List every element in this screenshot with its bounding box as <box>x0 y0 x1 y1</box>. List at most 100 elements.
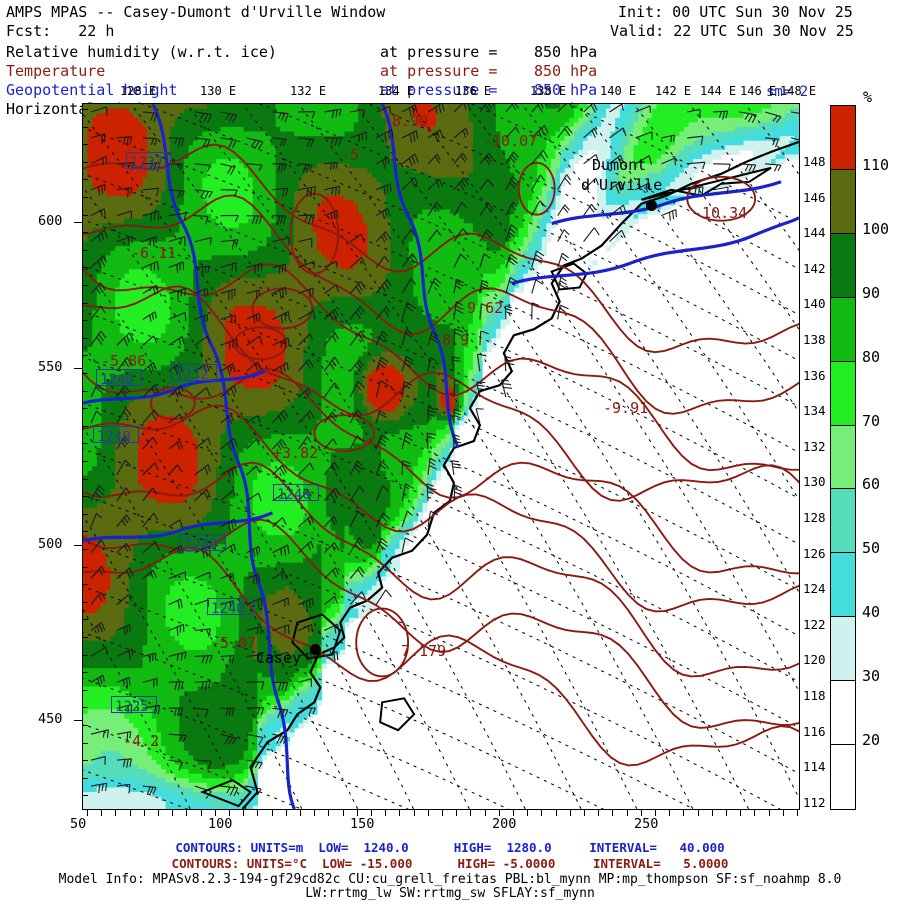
lat-minor-tick <box>82 303 88 304</box>
x-minor-tick <box>101 810 102 816</box>
x-minor-tick <box>371 810 372 816</box>
field-name-rh: Relative humidity (w.r.t. ice) <box>6 45 277 60</box>
colorbar-units: % <box>863 90 872 105</box>
footer-model-info: Model Info: MPASv8.2.3-194-gf29cd82c CU:… <box>0 872 900 887</box>
colorbar-segment-90 <box>831 298 855 362</box>
x-minor-tick <box>669 810 670 816</box>
x-minor-tick <box>328 810 329 816</box>
field-level-temp: 850 hPa <box>534 64 597 79</box>
lat-minor-tick <box>82 584 88 585</box>
x-minor-tick <box>286 810 287 816</box>
temp-label-10: -5.07 <box>211 634 256 652</box>
station-marker-casey[interactable] <box>310 644 321 655</box>
lat-minor-tick <box>82 549 88 550</box>
field-name-temp: Temperature <box>6 64 105 79</box>
lat-minor-tick <box>82 672 88 673</box>
x-tick-label-150: 150 <box>350 818 374 832</box>
field-at-temp: at pressure = <box>380 64 497 79</box>
lon-top-tick-4: 136 E <box>455 85 491 97</box>
x-minor-tick <box>130 810 131 816</box>
field-level-rh: 850 hPa <box>534 45 597 60</box>
map-plot-area[interactable]: Dumont d'Urville Casey 1237 1240 1232 12… <box>82 103 800 810</box>
x-minor-tick <box>414 810 415 816</box>
station-label-dumont2: d'Urville <box>581 176 662 194</box>
lat-minor-tick <box>82 514 88 515</box>
temp-label-9: -9.91 <box>603 399 648 417</box>
x-minor-tick <box>485 810 486 816</box>
colorbar-label-80: 80 <box>862 350 880 365</box>
x-minor-tick <box>712 810 713 816</box>
lat-minor-tick <box>82 461 88 462</box>
temp-label-12: 7.179 <box>401 642 446 660</box>
lat-minor-tick <box>82 760 88 761</box>
lon-top-tick-5: 138 E <box>530 85 566 97</box>
lat-minor-tick <box>82 285 88 286</box>
init-time: Init: 00 UTC Sun 30 Nov 25 <box>618 5 853 20</box>
lat-minor-tick <box>82 778 88 779</box>
x-minor-tick <box>257 810 258 816</box>
lat-minor-tick <box>82 338 88 339</box>
map-canvas <box>83 104 799 809</box>
lat-minor-tick <box>82 162 88 163</box>
x-minor-tick <box>584 810 585 816</box>
lat-minor-tick <box>82 215 88 216</box>
lon-top-tick-3: 134 E <box>378 85 414 97</box>
height-label-1240b: 1240 <box>97 429 131 445</box>
colorbar-segment-60 <box>831 489 855 553</box>
lat-minor-tick <box>82 567 88 568</box>
colorbar-label-100: 100 <box>862 222 889 237</box>
lon-top-tick-6: 140 E <box>600 85 636 97</box>
lon-top-tick-10: 148 E <box>780 85 816 97</box>
lat-minor-tick <box>82 443 88 444</box>
lat-minor-tick <box>82 637 88 638</box>
x-minor-tick <box>456 810 457 816</box>
colorbar-segment-80 <box>831 362 855 426</box>
x-minor-tick <box>754 810 755 816</box>
lat-minor-tick <box>82 655 88 656</box>
lat-tick-label-500: 500 <box>38 538 62 552</box>
forecast-hour: Fcst: 22 h <box>6 24 114 39</box>
footer-physics-info: LW:rrtmg_lw SW:rrtmg_sw SFLAY:sf_mynn <box>0 886 900 901</box>
x-minor-tick <box>343 810 344 816</box>
lat-tick-500 <box>74 545 82 546</box>
colorbar-label-30: 30 <box>862 669 880 684</box>
colorbar-label-50: 50 <box>862 541 880 556</box>
x-minor-tick <box>683 810 684 816</box>
lat-minor-tick <box>82 355 88 356</box>
lat-minor-tick <box>82 373 88 374</box>
x-minor-tick <box>513 810 514 816</box>
lat-minor-tick <box>82 619 88 620</box>
lon-top-tick-0: 128 E <box>120 85 156 97</box>
colorbar-label-90: 90 <box>862 286 880 301</box>
lat-minor-tick <box>82 109 88 110</box>
lat-minor-tick <box>82 391 88 392</box>
x-minor-tick <box>172 810 173 816</box>
station-marker-dumont[interactable] <box>646 200 657 211</box>
x-minor-tick <box>655 810 656 816</box>
x-minor-tick <box>470 810 471 816</box>
x-minor-tick <box>698 810 699 816</box>
x-minor-tick <box>783 810 784 816</box>
temp-label-4: +3.82 <box>273 444 318 462</box>
lat-minor-tick <box>82 408 88 409</box>
x-minor-tick <box>740 810 741 816</box>
lat-minor-tick <box>82 602 88 603</box>
colorbar[interactable] <box>830 105 856 810</box>
lat-minor-tick <box>82 725 88 726</box>
temp-label-11: -4.2 <box>123 732 159 750</box>
colorbar-segment-50 <box>831 553 855 617</box>
temp-label-8: -10.34 <box>693 204 747 222</box>
x-minor-tick <box>527 810 528 816</box>
lat-minor-tick <box>82 707 88 708</box>
height-label-1232: 1232 <box>175 367 209 383</box>
footer-height-contours: CONTOURS: UNITS=m LOW= 1240.0 HIGH= 1280… <box>0 840 900 855</box>
lat-minor-tick <box>82 197 88 198</box>
station-label-dumont: Dumont <box>592 156 646 174</box>
colorbar-segment-40 <box>831 617 855 681</box>
colorbar-label-40: 40 <box>862 605 880 620</box>
x-minor-tick <box>385 810 386 816</box>
lat-minor-tick <box>82 690 88 691</box>
lat-tick-label-450: 450 <box>38 713 62 727</box>
station-label-casey: Casey <box>256 649 301 667</box>
lat-tick-450 <box>74 720 82 721</box>
